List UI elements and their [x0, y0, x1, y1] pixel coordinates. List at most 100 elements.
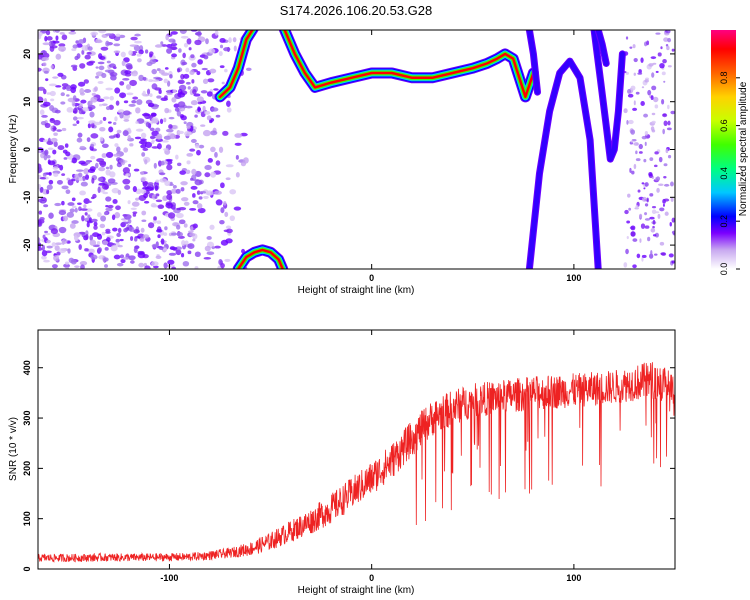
- noise-speckle: [165, 34, 169, 41]
- noise-speckle: [153, 216, 157, 221]
- noise-speckle: [662, 113, 667, 116]
- noise-speckle: [105, 231, 111, 234]
- noise-speckle: [158, 89, 162, 95]
- noise-speckle: [50, 65, 54, 69]
- noise-speckle: [194, 31, 202, 36]
- noise-speckle: [643, 158, 647, 163]
- noise-speckle: [213, 190, 222, 195]
- noise-speckle: [669, 222, 672, 227]
- noise-speckle: [104, 184, 109, 190]
- noise-speckle: [152, 265, 159, 269]
- noise-speckle: [147, 222, 155, 229]
- noise-speckle: [38, 247, 43, 251]
- noise-speckle: [149, 93, 153, 98]
- noise-speckle: [54, 30, 60, 33]
- noise-speckle: [671, 217, 675, 223]
- noise-speckle: [187, 250, 192, 255]
- noise-speckle: [84, 54, 91, 60]
- noise-speckle: [232, 37, 237, 43]
- noise-speckle: [66, 94, 70, 97]
- noise-speckle: [170, 31, 178, 35]
- noise-speckle-layer: [38, 30, 675, 269]
- noise-speckle: [131, 50, 138, 54]
- noise-speckle: [89, 239, 97, 246]
- noise-speckle: [662, 58, 667, 64]
- noise-speckle: [61, 240, 65, 245]
- noise-speckle: [655, 176, 661, 182]
- noise-speckle: [662, 203, 665, 207]
- noise-speckle: [189, 70, 195, 75]
- noise-speckle: [226, 107, 232, 113]
- noise-speckle: [628, 119, 634, 125]
- noise-speckle: [122, 178, 131, 185]
- noise-speckle: [210, 171, 217, 178]
- noise-speckle: [116, 146, 121, 153]
- noise-speckle: [62, 149, 68, 154]
- noise-speckle: [233, 45, 237, 52]
- noise-speckle: [83, 168, 90, 175]
- noise-speckle: [149, 127, 155, 132]
- noise-speckle: [204, 172, 211, 178]
- noise-speckle: [181, 61, 188, 66]
- noise-speckle: [171, 266, 177, 269]
- noise-speckle: [655, 32, 661, 35]
- noise-speckle: [215, 199, 223, 206]
- noise-speckle: [129, 79, 138, 87]
- noise-speckle: [98, 182, 106, 186]
- noise-speckle: [643, 113, 649, 118]
- noise-speckle: [641, 86, 645, 89]
- noise-speckle: [225, 177, 231, 181]
- noise-speckle: [200, 124, 206, 127]
- noise-speckle: [52, 166, 59, 170]
- noise-speckle: [163, 148, 169, 151]
- noise-speckle: [89, 100, 93, 105]
- noise-speckle: [66, 211, 75, 218]
- noise-speckle: [176, 110, 181, 117]
- noise-speckle: [56, 129, 63, 132]
- noise-speckle: [95, 66, 99, 69]
- noise-speckle: [141, 113, 150, 117]
- noise-speckle: [153, 162, 157, 169]
- noise-speckle: [219, 65, 225, 69]
- noise-speckle: [226, 228, 233, 234]
- noise-speckle: [128, 163, 132, 168]
- ridge-main-ridge: [216, 30, 537, 101]
- noise-speckle: [55, 85, 62, 88]
- noise-speckle: [114, 116, 118, 122]
- noise-speckle: [86, 222, 90, 228]
- noise-speckle: [41, 56, 49, 61]
- noise-speckle: [74, 207, 78, 213]
- noise-speckle: [646, 197, 649, 203]
- noise-speckle: [47, 137, 51, 144]
- noise-speckle: [167, 80, 171, 87]
- noise-speckle: [641, 256, 644, 262]
- noise-speckle: [64, 143, 69, 148]
- noise-speckle: [52, 149, 57, 155]
- noise-speckle: [91, 218, 98, 223]
- colorbar-gradient: [711, 30, 736, 269]
- noise-speckle: [77, 81, 86, 87]
- noise-speckle: [627, 193, 631, 198]
- noise-speckle: [119, 81, 125, 86]
- noise-speckle: [125, 173, 131, 177]
- noise-speckle: [124, 70, 132, 75]
- noise-speckle: [38, 86, 45, 91]
- noise-speckle: [144, 141, 153, 148]
- noise-speckle: [112, 227, 118, 232]
- noise-speckle: [48, 160, 56, 166]
- noise-speckle: [188, 230, 194, 233]
- noise-speckle: [162, 247, 167, 251]
- noise-speckle: [100, 46, 109, 51]
- noise-speckle: [123, 147, 129, 153]
- noise-speckle: [94, 86, 98, 92]
- noise-speckle: [77, 202, 82, 205]
- noise-speckle: [105, 237, 111, 243]
- noise-speckle: [164, 67, 169, 70]
- noise-speckle: [43, 204, 49, 208]
- noise-speckle: [209, 119, 213, 124]
- noise-speckle: [38, 31, 43, 37]
- noise-speckle: [116, 129, 122, 134]
- noise-speckle: [38, 67, 42, 72]
- noise-speckle: [177, 68, 181, 73]
- noise-speckle: [76, 116, 84, 120]
